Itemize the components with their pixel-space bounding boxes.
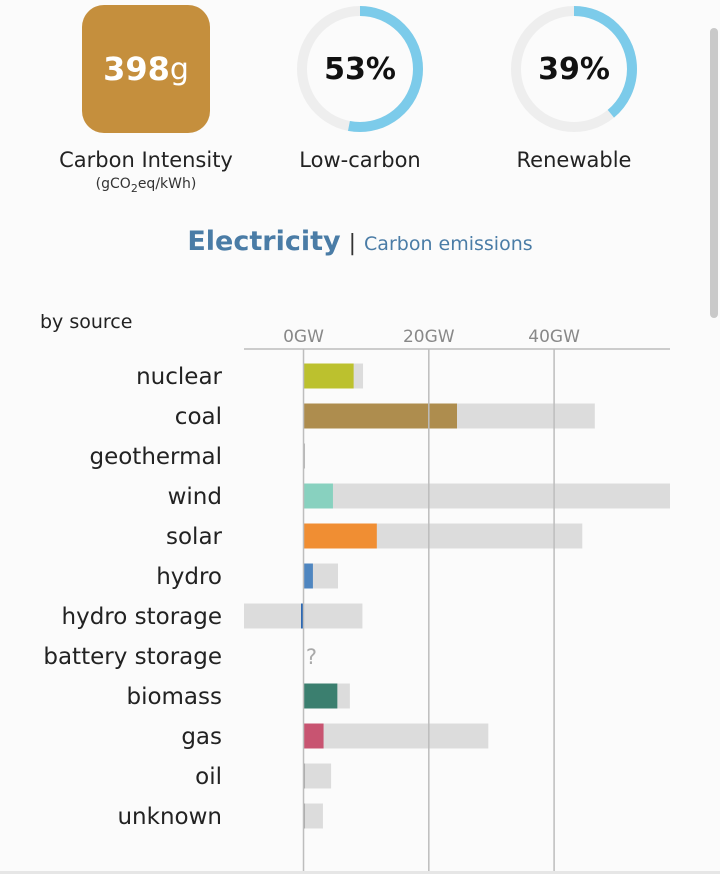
low-carbon-arc [297, 6, 423, 132]
category-label-wind: wind [168, 484, 222, 510]
low-carbon-gauge[interactable]: 53% [296, 5, 424, 133]
category-label-gas: gas [181, 724, 222, 750]
production-bar-gas [303, 723, 324, 749]
category-label-oil: oil [195, 764, 222, 790]
renewable-arc [511, 6, 637, 132]
section-header: Electricity | Carbon emissions [0, 226, 720, 257]
capacity-bar-wind [303, 483, 670, 509]
x-tick-label-0: 0GW [283, 327, 324, 347]
carbon-intensity-value: 398 [103, 50, 170, 88]
renewable-label: Renewable [516, 148, 632, 172]
low-carbon-percent: 53% [324, 51, 396, 87]
category-label-battery-storage: battery storage [43, 644, 222, 670]
production-bar-nuclear [303, 363, 354, 389]
category-label-hydro: hydro [156, 564, 222, 590]
category-label-coal: coal [175, 404, 222, 430]
by-source-label: by source [40, 311, 133, 333]
title-separator: | [348, 231, 357, 256]
carbon-intensity-label: Carbon Intensity [59, 148, 233, 172]
carbon-intensity-unit-label: (gCO2eq/kWh) [36, 176, 256, 195]
electricity-title[interactable]: Electricity [187, 226, 341, 257]
x-tick-label-40: 40GW [528, 327, 580, 347]
capacity-bar-unknown [303, 803, 323, 829]
renewable-gauge[interactable]: 39% [510, 5, 638, 133]
low-carbon-label: Low-carbon [299, 148, 421, 172]
unknown-marker-battery-storage: ? [306, 645, 317, 669]
category-label-nuclear: nuclear [136, 364, 222, 390]
page-scrollbar[interactable] [710, 28, 718, 318]
category-label-geothermal: geothermal [89, 444, 222, 470]
renewable-percent: 39% [538, 51, 610, 87]
production-bar-hydro [303, 563, 313, 589]
unit-suffix: eq/kWh) [137, 176, 197, 192]
production-bar-biomass [303, 683, 338, 709]
capacity-bar-oil [303, 763, 332, 789]
category-label-biomass: biomass [126, 684, 222, 710]
carbon-intensity-box[interactable]: 398 g [82, 5, 210, 133]
production-bar-solar [303, 523, 377, 549]
production-bar-coal [303, 403, 457, 429]
unit-prefix: (gCO [95, 176, 131, 192]
production-bar-hydro-storage [301, 603, 304, 629]
production-bar-wind [303, 483, 333, 509]
category-label-hydro-storage: hydro storage [62, 604, 223, 630]
x-tick-label-20: 20GW [403, 327, 455, 347]
carbon-intensity-unit: g [169, 51, 189, 87]
category-label-solar: solar [166, 524, 223, 550]
unit-subscript: 2 [130, 181, 138, 195]
carbon-emissions-link[interactable]: Carbon emissions [364, 233, 533, 255]
kpi-panel: 398 g Carbon Intensity (gCO2eq/kWh) 53% L… [0, 0, 720, 200]
category-label-unknown: unknown [117, 804, 222, 830]
bottom-divider [0, 871, 720, 874]
capacity-bar-gas [303, 723, 489, 749]
